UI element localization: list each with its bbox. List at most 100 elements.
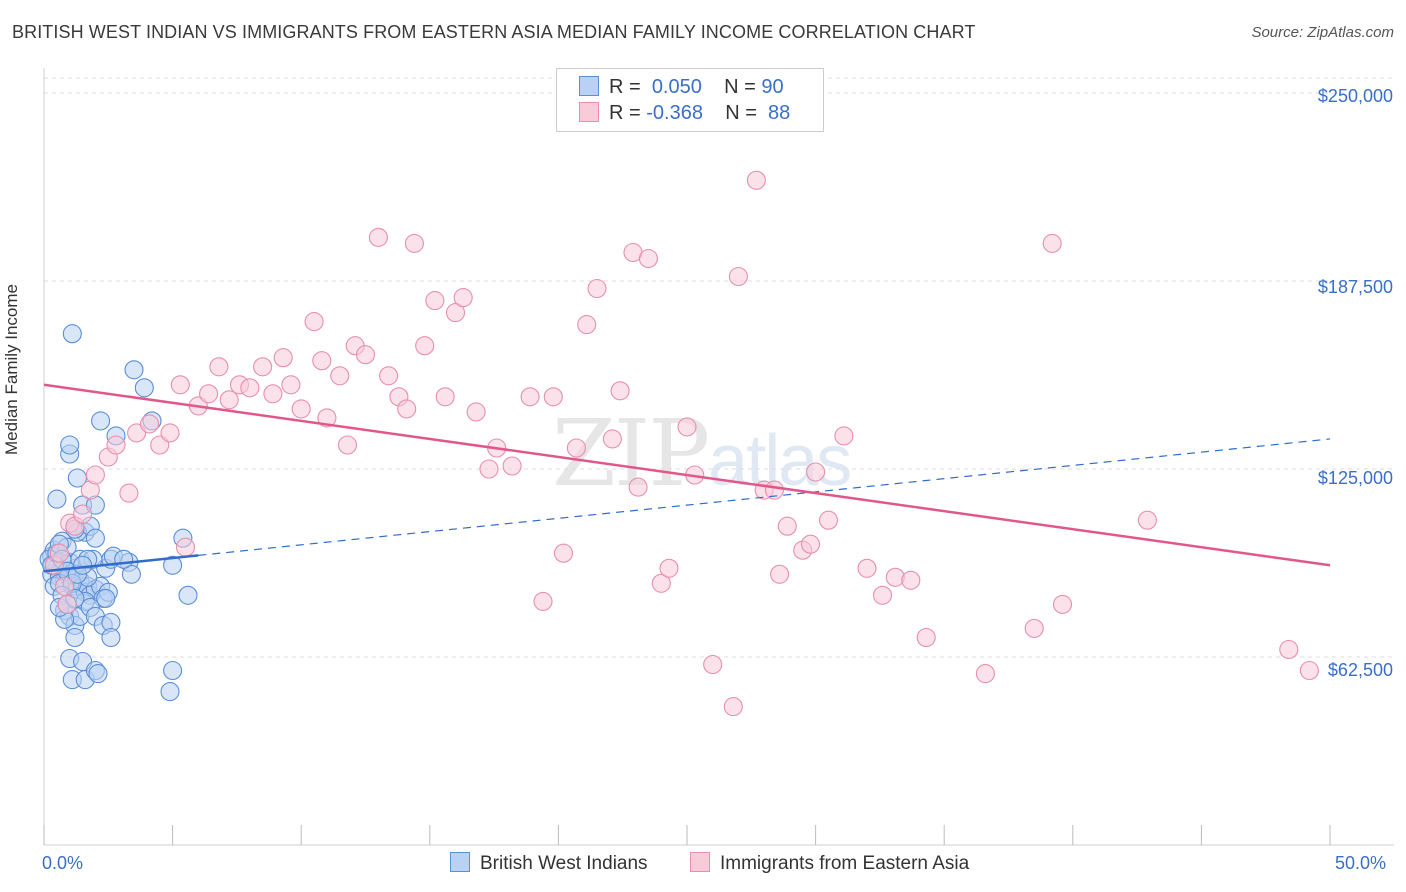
legend-r-value: -0.368: [646, 102, 703, 124]
trend-line-pink: [43, 383, 1331, 567]
point-british-west-indian: [160, 682, 180, 702]
point-eastern-asia: [1137, 510, 1157, 530]
y-axis-title: Median Family Income: [2, 283, 21, 455]
legend-r-value: 0.050: [651, 76, 702, 98]
point-eastern-asia: [566, 438, 586, 458]
point-eastern-asia: [368, 227, 388, 247]
point-eastern-asia: [415, 336, 435, 356]
point-eastern-asia: [703, 654, 723, 675]
legend-r-label: R =: [609, 76, 641, 98]
point-eastern-asia: [379, 366, 399, 386]
point-eastern-asia: [770, 564, 790, 584]
point-british-west-indian: [114, 549, 134, 569]
point-eastern-asia: [800, 534, 821, 554]
point-eastern-asia: [281, 375, 301, 395]
y-tick-label-125000: $125,000: [1317, 468, 1393, 488]
point-eastern-asia: [445, 303, 466, 323]
point-eastern-asia: [273, 348, 293, 368]
point-eastern-asia: [659, 558, 679, 578]
point-eastern-asia: [602, 429, 622, 449]
point-eastern-asia: [901, 570, 921, 590]
point-british-west-indian: [96, 588, 116, 608]
point-eastern-asia: [1052, 594, 1073, 614]
legend-n-label: N =: [724, 76, 756, 98]
point-eastern-asia: [1042, 233, 1062, 253]
point-eastern-asia: [1279, 639, 1299, 660]
point-eastern-asia: [728, 266, 748, 287]
point-eastern-asia: [1024, 618, 1044, 638]
point-eastern-asia: [253, 357, 273, 377]
point-eastern-asia: [885, 567, 905, 587]
y-tick-label-62500: $62,500: [1327, 660, 1393, 680]
point-eastern-asia: [466, 402, 486, 422]
point-eastern-asia: [397, 399, 417, 419]
bottom-legend-label-blue: British West Indians: [480, 853, 648, 874]
point-british-west-indian: [163, 660, 183, 681]
point-british-west-indian: [124, 360, 144, 380]
point-eastern-asia: [587, 278, 607, 299]
point-eastern-asia: [150, 435, 170, 455]
point-eastern-asia: [677, 417, 697, 437]
point-british-west-indian: [121, 564, 141, 584]
point-eastern-asia: [199, 384, 219, 404]
point-eastern-asia: [355, 345, 376, 365]
bottom-legend-swatch-pink: [690, 852, 710, 872]
point-eastern-asia: [638, 248, 658, 269]
correlation-legend: R = 0.050 N = 90 R = -0.368 N = 88: [556, 68, 824, 132]
point-eastern-asia: [160, 423, 180, 443]
point-eastern-asia: [240, 378, 260, 398]
point-eastern-asia: [119, 483, 139, 503]
legend-r-label: R =: [609, 102, 641, 124]
point-british-west-indian: [134, 378, 154, 398]
point-eastern-asia: [175, 537, 196, 557]
point-eastern-asia: [312, 351, 332, 371]
point-eastern-asia: [628, 477, 648, 497]
bottom-legend-pink: Immigrants from Eastern Asia: [690, 852, 969, 875]
point-eastern-asia: [139, 414, 160, 434]
point-eastern-asia: [170, 375, 190, 395]
point-british-west-indian: [65, 627, 85, 648]
point-eastern-asia: [651, 573, 671, 593]
point-eastern-asia: [553, 543, 574, 563]
legend-n-label: N =: [725, 102, 757, 124]
legend-n-value: 88: [768, 102, 791, 124]
legend-swatch-pink: [579, 102, 599, 122]
point-eastern-asia: [723, 697, 743, 717]
point-eastern-asia: [872, 585, 893, 605]
point-eastern-asia: [263, 384, 283, 404]
point-eastern-asia: [520, 387, 540, 407]
point-eastern-asia: [916, 627, 936, 648]
point-eastern-asia: [610, 381, 630, 401]
point-eastern-asia: [543, 387, 563, 407]
x-tick-label-min: 0.0%: [42, 853, 84, 873]
point-eastern-asia: [806, 462, 826, 482]
point-british-west-indian: [178, 585, 198, 605]
point-eastern-asia: [435, 387, 455, 407]
point-eastern-asia: [1299, 660, 1319, 681]
legend-n-value: 90: [761, 76, 784, 98]
point-eastern-asia: [317, 408, 337, 428]
point-british-west-indian: [101, 627, 121, 648]
chart-title: BRITISH WEST INDIAN VS IMMIGRANTS FROM E…: [12, 22, 976, 42]
point-eastern-asia: [337, 435, 358, 455]
point-eastern-asia: [453, 288, 473, 308]
point-british-west-indian: [62, 324, 82, 344]
point-british-west-indian: [85, 528, 105, 548]
point-eastern-asia: [533, 591, 553, 611]
point-eastern-asia: [57, 594, 77, 614]
point-eastern-asia: [85, 465, 105, 485]
point-british-west-indian: [73, 555, 93, 575]
point-eastern-asia: [73, 504, 93, 524]
legend-row-blue: R = 0.050 N = 90: [579, 76, 784, 102]
point-eastern-asia: [746, 170, 766, 190]
point-british-west-indian: [163, 555, 183, 575]
point-eastern-asia: [577, 315, 597, 335]
y-tick-label-250000: $250,000: [1317, 86, 1393, 106]
point-eastern-asia: [975, 664, 995, 684]
bottom-legend-label-pink: Immigrants from Eastern Asia: [720, 853, 970, 874]
point-british-west-indian: [88, 664, 108, 684]
trend-line-blue-dashed: [198, 438, 1331, 557]
point-eastern-asia: [502, 456, 522, 476]
point-eastern-asia: [106, 435, 126, 455]
point-eastern-asia: [49, 543, 69, 563]
